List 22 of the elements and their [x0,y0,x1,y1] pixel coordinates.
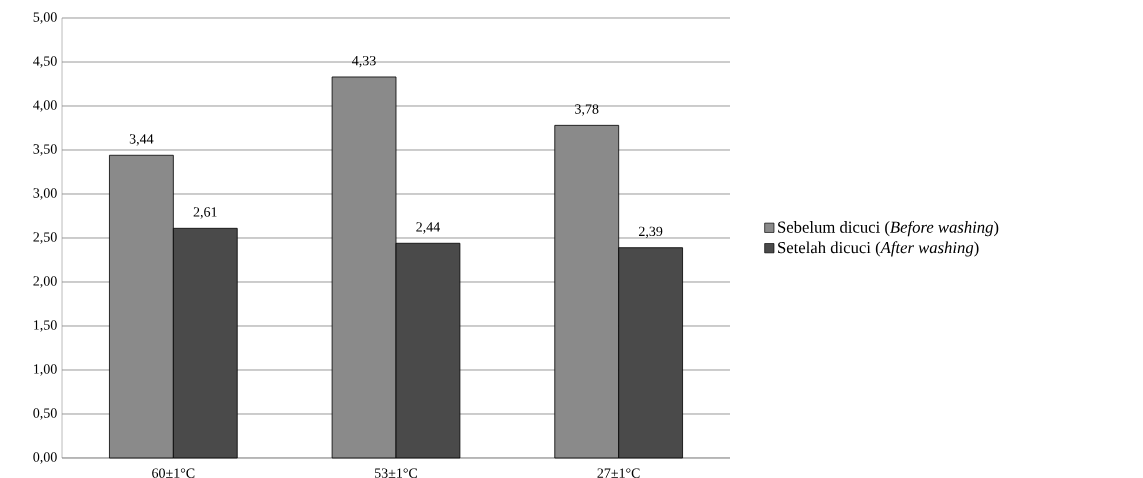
data-label: 4,33 [352,55,376,68]
x-tick-label: 60±1°C [152,468,195,478]
y-tick-label: 4,50 [33,56,57,68]
data-label: 3,78 [575,104,599,116]
data-label: 2,61 [193,207,217,219]
y-tick-label: 2,00 [33,276,57,288]
data-label: 2,44 [416,222,440,234]
legend-label: Sebelum dicuci (Before washing) [778,220,999,237]
x-tick-label: 53±1°C [375,468,418,478]
y-tick-label: 3,50 [33,144,57,156]
y-tick-label: 0,00 [33,452,57,464]
legend-label: Setelah dicuci (After washing) [778,241,979,257]
y-tick-label: 3,00 [33,188,57,200]
x-tick-label: 27±1°C [597,468,640,478]
y-tick-label: 4,00 [33,100,57,112]
y-tick-label: 1,00 [34,364,57,376]
y-tick-label: 2,50 [33,232,57,244]
data-label: 2,39 [638,226,663,239]
y-tick-label: 1,50 [34,320,57,332]
y-tick-label: 5,00 [33,12,57,24]
data-label: 3,44 [129,134,154,146]
y-tick-label: 0,50 [33,408,57,420]
